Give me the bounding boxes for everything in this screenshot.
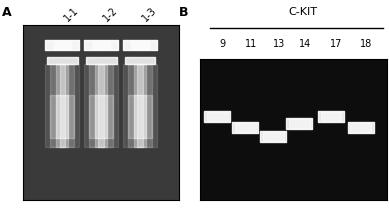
Text: 14: 14 xyxy=(299,39,311,49)
Text: 9: 9 xyxy=(220,39,226,49)
Text: 1-2: 1-2 xyxy=(101,5,119,23)
Text: B: B xyxy=(179,6,188,19)
Text: 17: 17 xyxy=(330,39,343,49)
Text: 11: 11 xyxy=(245,39,257,49)
Text: 1-1: 1-1 xyxy=(62,5,81,23)
Text: 18: 18 xyxy=(360,39,373,49)
Text: 1-3: 1-3 xyxy=(140,5,158,23)
Text: 13: 13 xyxy=(273,39,285,49)
Text: A: A xyxy=(2,6,12,19)
Text: C-KIT: C-KIT xyxy=(289,7,317,17)
